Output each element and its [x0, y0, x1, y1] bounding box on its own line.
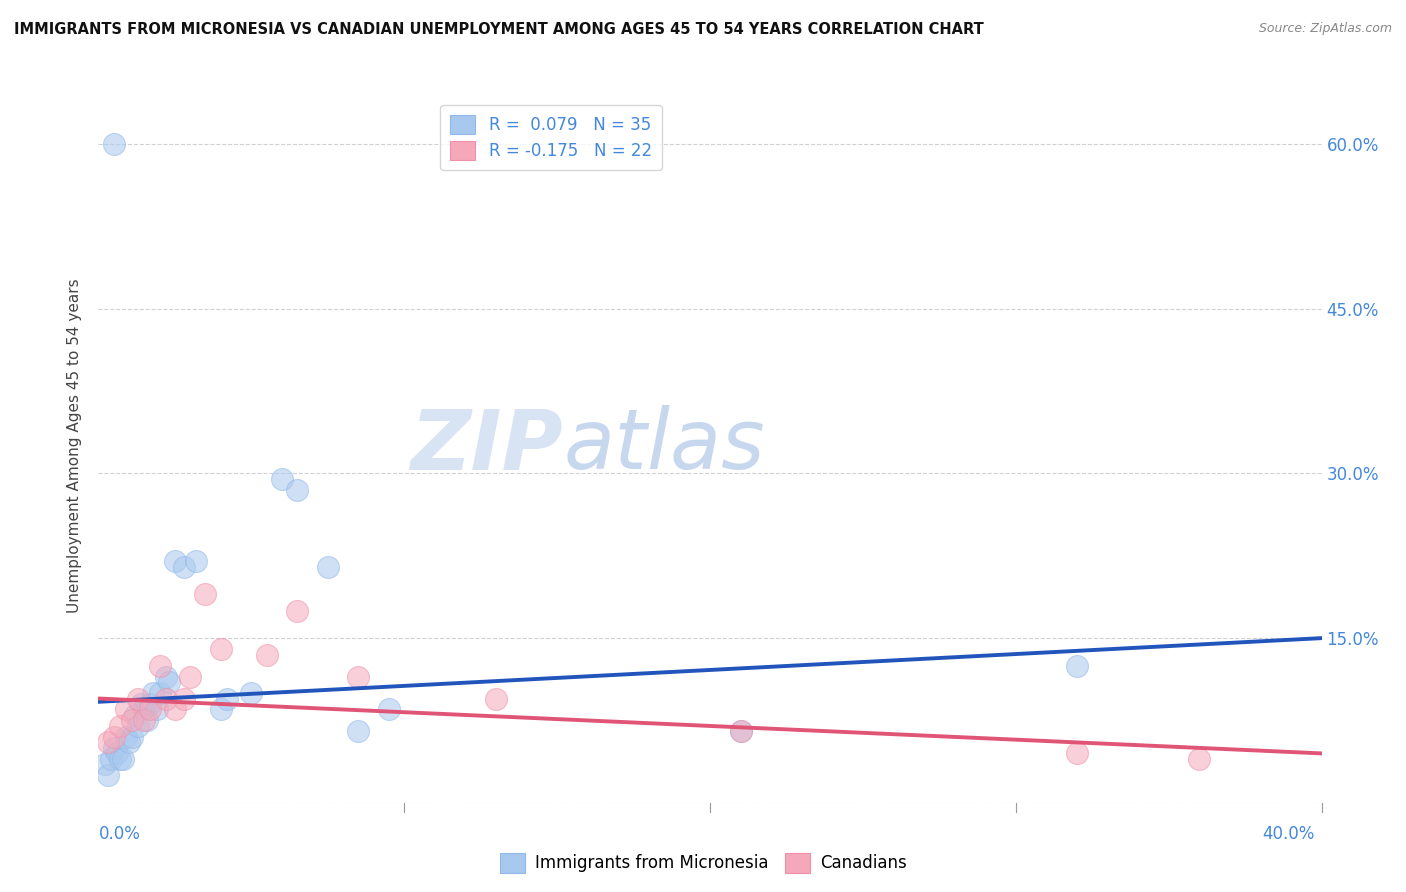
Point: [1066, 658, 1088, 673]
Point: [730, 724, 752, 739]
Point: [157, 675, 180, 690]
Point: [134, 714, 156, 728]
Point: [485, 691, 508, 706]
Point: [97, 735, 120, 749]
Point: [163, 554, 186, 568]
Point: [730, 724, 752, 739]
Point: [118, 735, 141, 749]
Text: atlas: atlas: [564, 406, 765, 486]
Point: [179, 669, 201, 683]
Text: IMMIGRANTS FROM MICRONESIA VS CANADIAN UNEMPLOYMENT AMONG AGES 45 TO 54 YEARS CO: IMMIGRANTS FROM MICRONESIA VS CANADIAN U…: [14, 22, 984, 37]
Point: [256, 648, 278, 662]
Point: [149, 686, 172, 700]
Point: [155, 669, 177, 683]
Point: [149, 658, 172, 673]
Point: [121, 714, 143, 728]
Point: [136, 714, 159, 728]
Point: [105, 747, 128, 761]
Point: [121, 730, 143, 744]
Y-axis label: Unemployment Among Ages 45 to 54 years: Unemployment Among Ages 45 to 54 years: [67, 278, 83, 614]
Point: [240, 686, 263, 700]
Text: ZIP: ZIP: [411, 406, 564, 486]
Point: [1066, 747, 1088, 761]
Legend: Immigrants from Micronesia, Canadians: Immigrants from Micronesia, Canadians: [494, 847, 912, 880]
Point: [139, 697, 162, 711]
Point: [194, 587, 217, 601]
Point: [93, 757, 115, 772]
Text: Source: ZipAtlas.com: Source: ZipAtlas.com: [1258, 22, 1392, 36]
Point: [103, 137, 125, 152]
Point: [142, 686, 165, 700]
Point: [139, 702, 162, 716]
Point: [209, 642, 232, 657]
Legend: R =  0.079   N = 35, R = -0.175   N = 22: R = 0.079 N = 35, R = -0.175 N = 22: [440, 104, 662, 169]
Point: [163, 702, 186, 716]
Point: [100, 752, 122, 766]
Point: [127, 691, 149, 706]
Point: [103, 730, 125, 744]
Point: [145, 702, 167, 716]
Point: [155, 691, 177, 706]
Point: [134, 702, 156, 716]
Text: 40.0%: 40.0%: [1263, 825, 1315, 843]
Point: [173, 691, 195, 706]
Point: [173, 559, 195, 574]
Point: [285, 483, 308, 497]
Point: [103, 740, 125, 755]
Point: [270, 472, 292, 486]
Point: [1188, 752, 1211, 766]
Point: [127, 719, 149, 733]
Point: [378, 702, 401, 716]
Point: [108, 752, 131, 766]
Point: [285, 604, 308, 618]
Point: [97, 768, 120, 782]
Point: [347, 724, 370, 739]
Point: [209, 702, 232, 716]
Point: [316, 559, 339, 574]
Text: 0.0%: 0.0%: [98, 825, 141, 843]
Point: [111, 752, 134, 766]
Point: [129, 697, 152, 711]
Point: [347, 669, 370, 683]
Point: [115, 702, 138, 716]
Point: [115, 730, 138, 744]
Point: [108, 719, 131, 733]
Point: [124, 708, 146, 723]
Point: [215, 691, 238, 706]
Point: [186, 554, 208, 568]
